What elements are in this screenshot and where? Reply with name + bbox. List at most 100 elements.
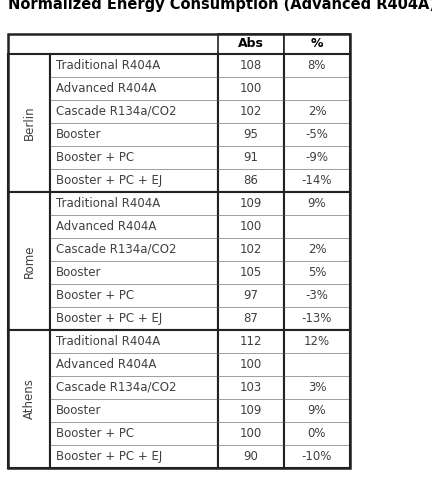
Bar [284,169,350,192]
Text: Traditional R404A: Traditional R404A [56,197,160,210]
Text: Abs: Abs [238,37,264,51]
Bar [218,169,284,192]
Bar [50,77,218,100]
Text: 102: 102 [240,105,262,118]
Text: 3%: 3% [308,381,326,394]
Text: 105: 105 [240,266,262,279]
Text: 0%: 0% [308,427,326,440]
Text: 91: 91 [244,151,258,164]
Bar [284,261,350,284]
Bar [218,445,284,468]
Bar [284,284,350,307]
Bar [50,399,218,422]
Text: Booster: Booster [56,128,102,141]
Bar [50,445,218,468]
Bar [284,353,350,376]
Text: 12%: 12% [304,335,330,348]
Text: 108: 108 [240,59,262,72]
Text: 86: 86 [244,174,258,187]
Text: Berlin: Berlin [22,105,35,140]
Text: 2%: 2% [308,243,326,256]
Bar [218,330,284,468]
Text: 102: 102 [240,243,262,256]
Bar [218,123,284,146]
Text: Advanced R404A: Advanced R404A [56,358,156,371]
Text: -3%: -3% [305,289,328,302]
Text: 9%: 9% [308,404,326,417]
Bar [284,54,350,77]
Bar [218,54,284,77]
Text: Booster + PC: Booster + PC [56,289,134,302]
Text: -13%: -13% [302,312,332,325]
Bar [218,146,284,169]
Text: Cascade R134a/CO2: Cascade R134a/CO2 [56,381,177,394]
Bar [218,307,284,330]
Text: 95: 95 [244,128,258,141]
Text: Cascade R134a/CO2: Cascade R134a/CO2 [56,243,177,256]
Text: 9%: 9% [308,197,326,210]
Bar [284,123,350,146]
Bar [218,100,284,123]
Text: 87: 87 [244,312,258,325]
Text: Traditional R404A: Traditional R404A [56,335,160,348]
Bar [218,192,284,330]
Bar [50,169,218,192]
Bar [50,376,218,399]
Bar [284,307,350,330]
Text: 112: 112 [240,335,262,348]
Bar [284,238,350,261]
Bar [218,34,284,54]
Bar [218,215,284,238]
Bar [50,422,218,445]
Text: 8%: 8% [308,59,326,72]
Bar [50,261,218,284]
Bar [50,353,218,376]
Bar [218,353,284,376]
Text: %: % [311,37,323,51]
Bar [50,146,218,169]
Bar [50,284,218,307]
Bar [218,261,284,284]
Bar [218,54,284,192]
Bar [284,192,350,215]
Bar [284,146,350,169]
Bar [284,330,350,353]
Text: 2%: 2% [308,105,326,118]
Text: Booster + PC + EJ: Booster + PC + EJ [56,174,162,187]
Bar [218,330,284,353]
Text: 100: 100 [240,82,262,95]
Text: Booster + PC + EJ: Booster + PC + EJ [56,450,162,463]
Bar [50,192,218,330]
Bar [50,330,218,468]
Bar [218,399,284,422]
Text: 100: 100 [240,220,262,233]
Bar [284,192,350,330]
Bar [50,54,218,192]
Bar [284,215,350,238]
Bar [284,376,350,399]
Text: -5%: -5% [305,128,328,141]
Bar [284,330,350,468]
Bar [218,238,284,261]
Bar [8,192,50,330]
Text: -14%: -14% [302,174,332,187]
Bar [50,192,218,215]
Bar [8,34,350,468]
Bar [50,54,218,77]
Text: Advanced R404A: Advanced R404A [56,220,156,233]
Bar [218,77,284,100]
Bar [50,307,218,330]
Bar [284,100,350,123]
Bar [218,284,284,307]
Text: Booster: Booster [56,266,102,279]
Bar [50,100,218,123]
Bar [50,330,218,353]
Text: -10%: -10% [302,450,332,463]
Bar [284,54,350,192]
Bar [218,192,284,215]
Text: Cascade R134a/CO2: Cascade R134a/CO2 [56,105,177,118]
Bar [50,123,218,146]
Text: 100: 100 [240,358,262,371]
Text: Athens: Athens [22,379,35,419]
Text: Rome: Rome [22,244,35,278]
